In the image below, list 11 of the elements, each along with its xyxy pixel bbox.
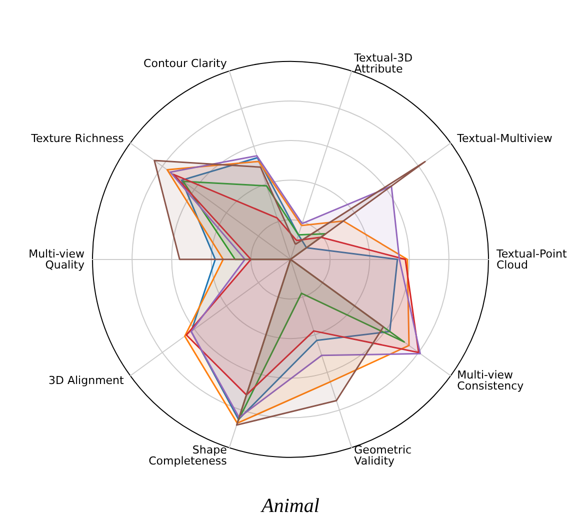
spoke-label: Contour Clarity (144, 56, 228, 70)
spoke-label: Textual-Point Cloud (496, 247, 568, 272)
spoke-label: Multi-view Quality (28, 247, 85, 272)
text: Animal (260, 495, 320, 517)
spoke-label: Textual-3D Attribute (353, 51, 413, 76)
spoke-label: Textual-Multiview (456, 132, 552, 145)
spoke-label: Multi-view Consistency (457, 368, 524, 392)
spoke-label: Geometric Validity (354, 443, 412, 468)
spoke-label: Texture Richness (30, 132, 124, 145)
spoke-label: 3D Alignment (48, 374, 125, 387)
spoke-label: Shape Completeness (148, 443, 228, 468)
